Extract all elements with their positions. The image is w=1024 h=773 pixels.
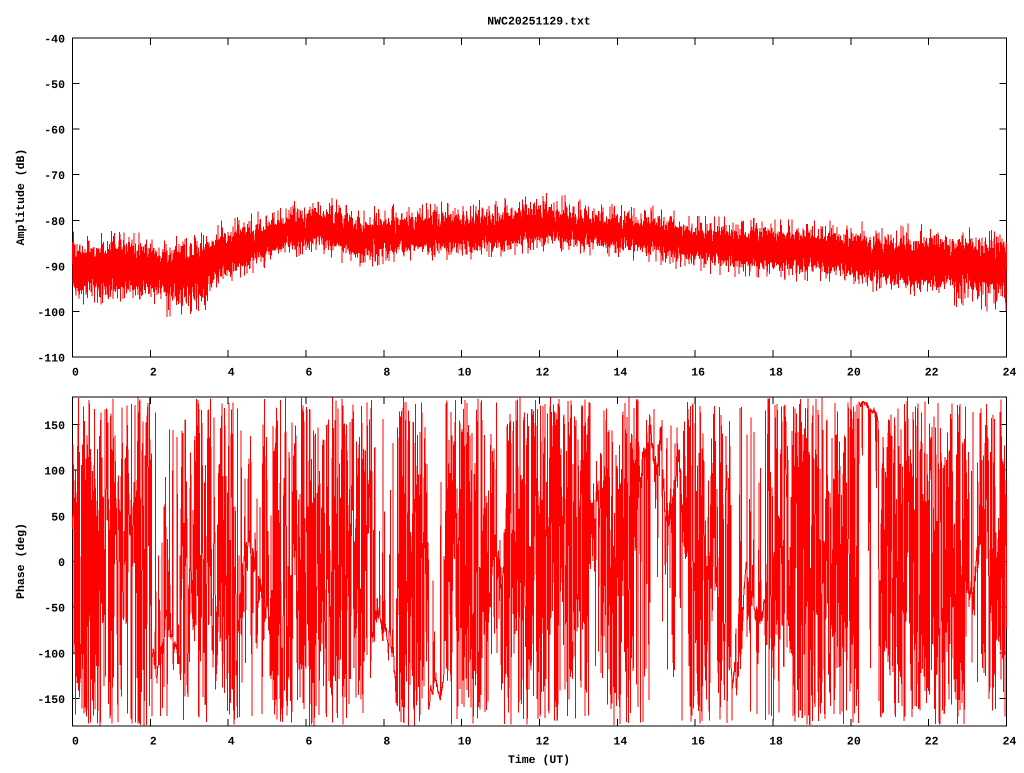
svg-text:-90: -90	[44, 261, 65, 274]
svg-text:12: 12	[536, 736, 550, 749]
svg-text:Phase (deg): Phase (deg)	[15, 523, 28, 599]
svg-text:20: 20	[847, 736, 861, 749]
svg-text:-100: -100	[37, 307, 65, 320]
svg-text:0: 0	[58, 557, 65, 570]
svg-text:2: 2	[150, 736, 157, 749]
svg-text:-80: -80	[44, 216, 65, 229]
svg-text:8: 8	[383, 736, 390, 749]
svg-text:-100: -100	[37, 648, 65, 661]
svg-text:4: 4	[228, 736, 235, 749]
svg-text:22: 22	[925, 367, 939, 380]
svg-text:24: 24	[1003, 367, 1017, 380]
svg-text:16: 16	[691, 736, 705, 749]
svg-text:-60: -60	[44, 125, 65, 138]
svg-text:14: 14	[613, 736, 627, 749]
svg-text:Amplitude (dB): Amplitude (dB)	[15, 149, 28, 246]
svg-text:0: 0	[72, 736, 79, 749]
svg-text:12: 12	[536, 367, 550, 380]
svg-text:6: 6	[306, 367, 313, 380]
svg-text:100: 100	[44, 466, 65, 479]
svg-text:Time (UT): Time (UT)	[508, 754, 570, 767]
svg-text:18: 18	[769, 367, 783, 380]
svg-text:0: 0	[72, 367, 79, 380]
svg-text:NWC20251129.txt: NWC20251129.txt	[487, 16, 591, 29]
svg-text:-50: -50	[44, 603, 65, 616]
svg-text:2: 2	[150, 367, 157, 380]
svg-text:18: 18	[769, 736, 783, 749]
svg-text:14: 14	[613, 367, 627, 380]
svg-text:16: 16	[691, 367, 705, 380]
svg-text:10: 10	[458, 367, 472, 380]
svg-text:8: 8	[383, 367, 390, 380]
svg-text:22: 22	[925, 736, 939, 749]
svg-text:-50: -50	[44, 79, 65, 92]
svg-text:10: 10	[458, 736, 472, 749]
svg-text:-70: -70	[44, 170, 65, 183]
svg-text:-110: -110	[37, 353, 65, 366]
svg-text:6: 6	[306, 736, 313, 749]
svg-text:4: 4	[228, 367, 235, 380]
svg-text:24: 24	[1003, 736, 1017, 749]
svg-text:-40: -40	[44, 34, 65, 47]
svg-text:150: 150	[44, 420, 65, 433]
svg-text:-150: -150	[37, 694, 65, 707]
svg-text:50: 50	[51, 511, 65, 524]
svg-text:20: 20	[847, 367, 861, 380]
